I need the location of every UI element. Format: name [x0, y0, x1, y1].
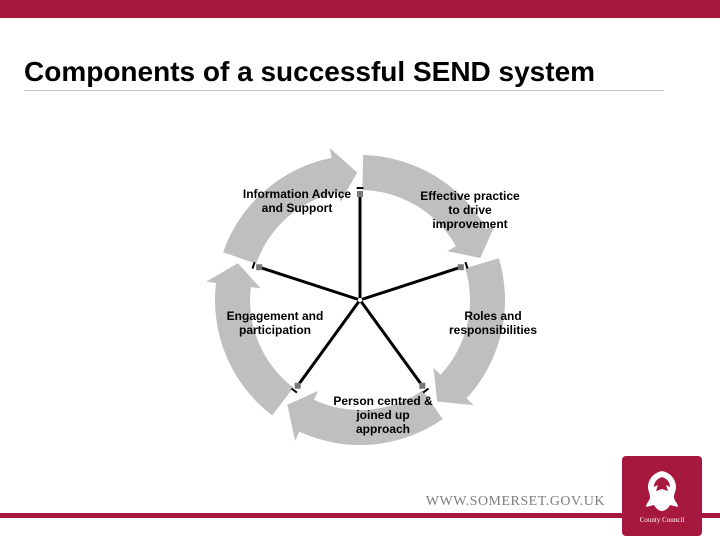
separator-tick: [291, 389, 296, 393]
separator-spoke: [261, 268, 358, 300]
segment-label: Information Advice and Support: [242, 188, 352, 216]
separator-endcap: [295, 383, 301, 389]
brand-crest: County Council: [622, 456, 702, 536]
segment-label: Person centred & joined up approach: [328, 395, 438, 436]
crest-label: County Council: [640, 517, 685, 525]
separator-tick: [423, 389, 428, 393]
separator-spoke: [362, 268, 459, 300]
separator-endcap: [458, 264, 464, 270]
dragon-icon: [638, 467, 686, 515]
separator-endcap: [256, 264, 262, 270]
segment-label: Roles and responsibilities: [438, 310, 548, 338]
separator-tick: [252, 262, 254, 268]
separator-endcap: [357, 191, 363, 197]
cycle-arrow-segment: [206, 263, 293, 415]
footer-accent-bar: [0, 513, 720, 518]
separator-tick: [465, 262, 467, 268]
page-title: Components of a successful SEND system: [24, 56, 664, 91]
separator-endcap: [419, 383, 425, 389]
footer: WWW.SOMERSET.GOV.UK County Council: [0, 480, 720, 540]
separator-spoke: [361, 302, 421, 385]
top-brand-bar: [0, 0, 720, 18]
cycle-diagram: Effective practice to drive improvementR…: [180, 140, 540, 460]
footer-url: WWW.SOMERSET.GOV.UK: [426, 494, 605, 510]
segment-label: Engagement and participation: [220, 310, 330, 338]
segment-label: Effective practice to drive improvement: [415, 190, 525, 231]
